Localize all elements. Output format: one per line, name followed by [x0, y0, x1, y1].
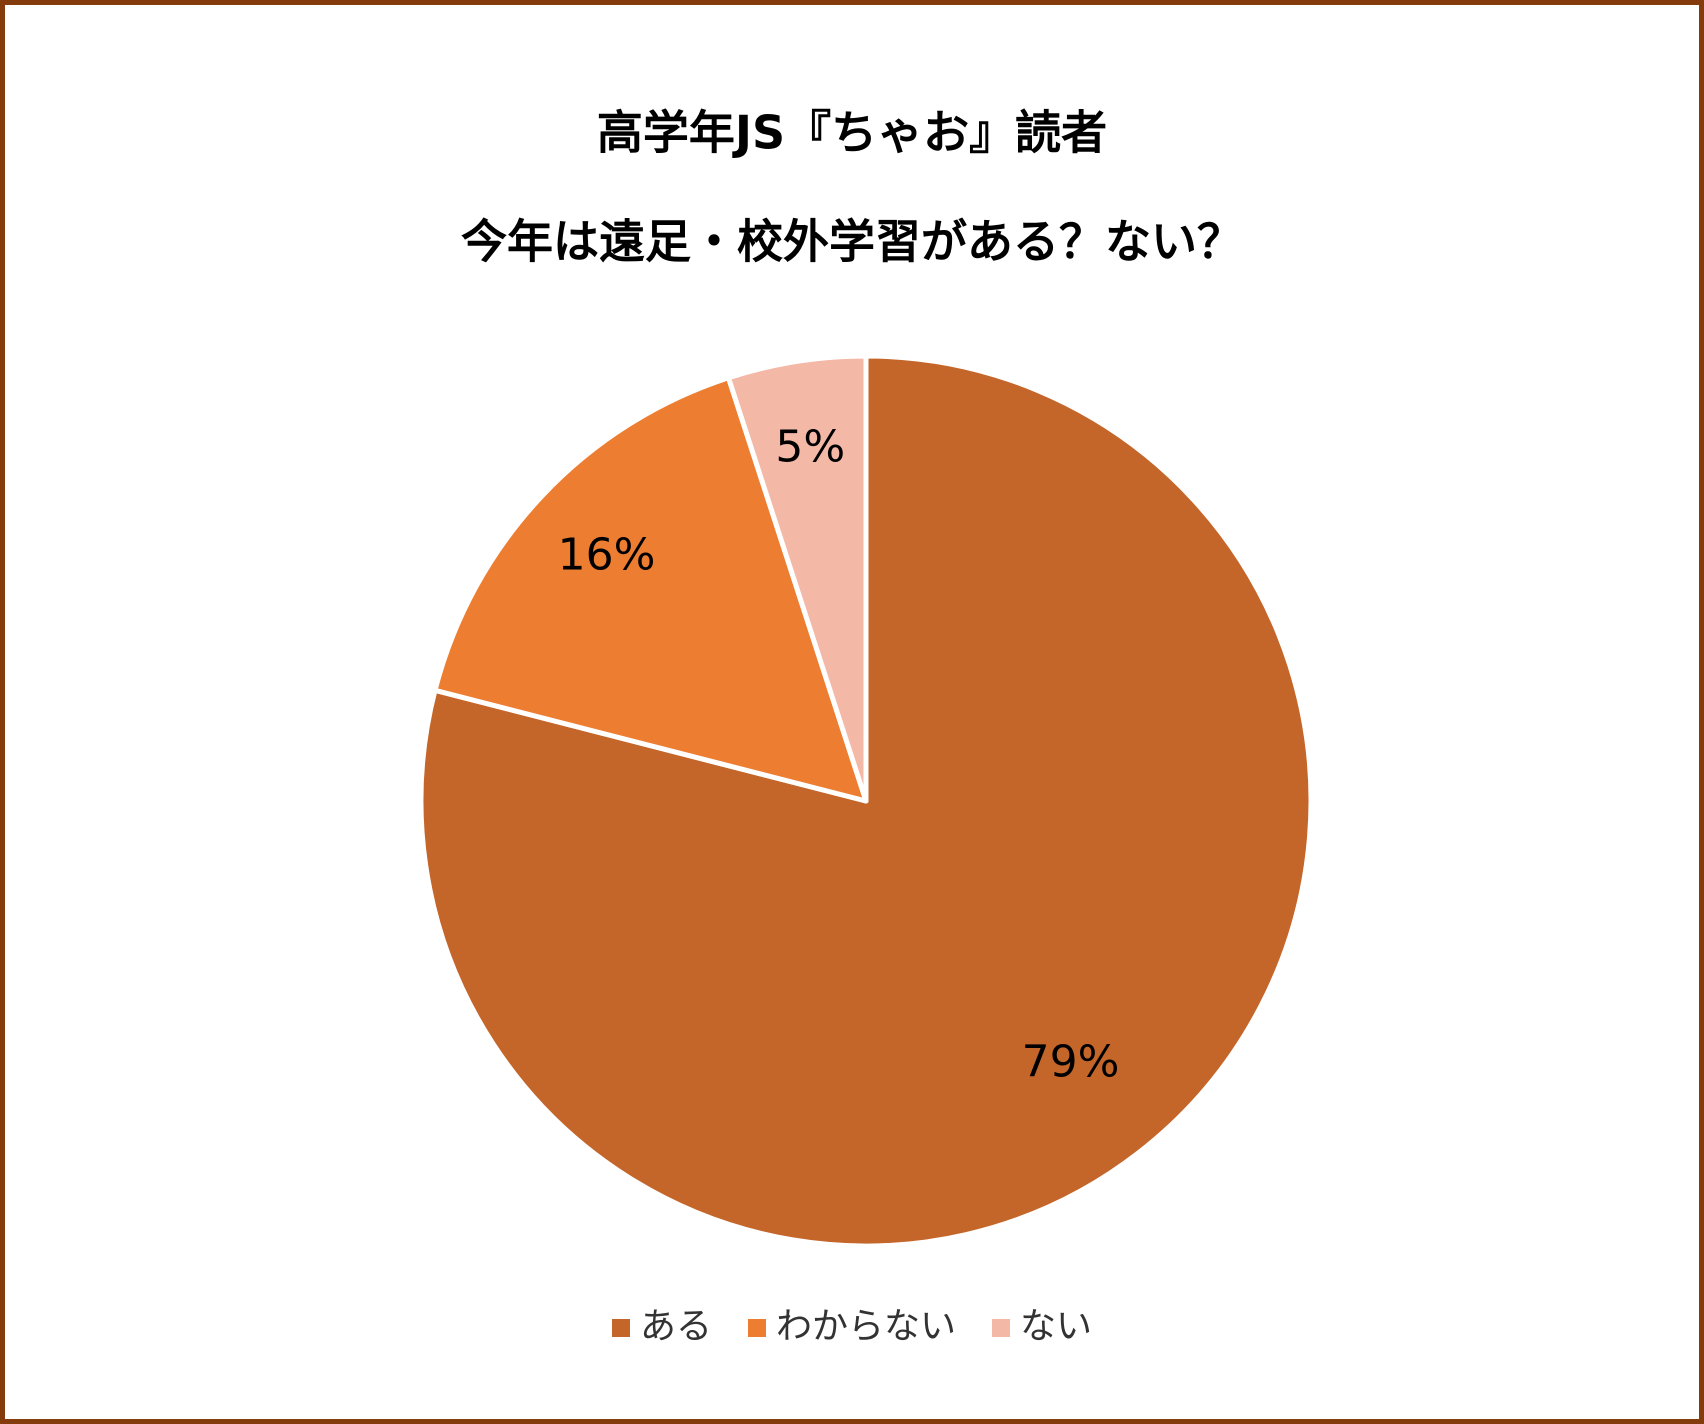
legend-label: ある	[640, 1306, 712, 1347]
legend-swatch	[992, 1319, 1011, 1337]
legend-label: ない	[1020, 1306, 1092, 1347]
data-label: 5%	[775, 421, 845, 472]
pie-slice	[432, 375, 869, 804]
data-label: 79%	[1022, 1037, 1120, 1088]
legend: ある わからない ない	[611, 1306, 1092, 1347]
chart-title: 今年は遠足・校外学習がある？ない？	[461, 215, 1243, 269]
chart-title: 高学年JS『ちゃお』読者	[597, 106, 1107, 160]
legend-swatch	[747, 1319, 766, 1337]
legend-swatch	[611, 1319, 630, 1337]
legend-label: わからない	[776, 1306, 956, 1347]
pie-slice	[725, 353, 869, 804]
data-label: 16%	[558, 529, 656, 580]
